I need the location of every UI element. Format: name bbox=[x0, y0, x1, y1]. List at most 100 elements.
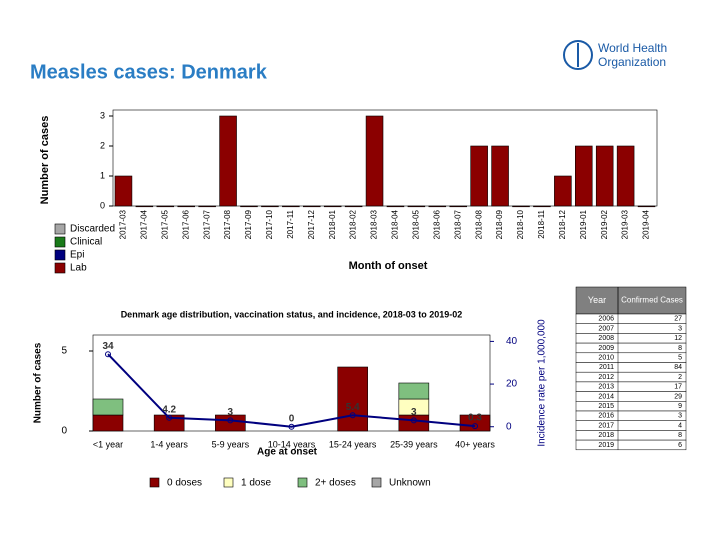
bar bbox=[554, 175, 572, 207]
logo-text: World Health bbox=[598, 41, 667, 55]
y2-tick-label: 40 bbox=[506, 336, 518, 347]
bar bbox=[261, 205, 279, 208]
bar bbox=[156, 205, 175, 208]
legend-label: 1 dose bbox=[241, 478, 271, 489]
incidence-point bbox=[349, 412, 356, 419]
table-cell: 2014 bbox=[598, 393, 614, 400]
table-cell: 4 bbox=[678, 422, 682, 429]
x-tick-label: 10-14 years bbox=[268, 439, 316, 449]
bar bbox=[365, 115, 384, 207]
bar bbox=[240, 205, 258, 208]
bar bbox=[323, 205, 342, 208]
x-tick-label: 2017-07 bbox=[202, 209, 211, 239]
data-label: 5.4 bbox=[346, 402, 360, 413]
table-row bbox=[575, 333, 687, 344]
y-tick-label: 5 bbox=[61, 346, 67, 357]
table-row bbox=[575, 342, 687, 354]
table-cell: 29 bbox=[674, 393, 682, 400]
bar bbox=[491, 145, 509, 207]
x-tick-label: <1 year bbox=[93, 439, 123, 449]
table-row bbox=[575, 323, 687, 334]
x-tick-label: 2019-03 bbox=[621, 209, 630, 239]
x-tick-label: 2019-04 bbox=[642, 209, 651, 239]
table-row bbox=[575, 391, 687, 402]
table-cell: 8 bbox=[678, 345, 682, 352]
y2-tick-label: 20 bbox=[506, 379, 518, 390]
y-tick-label: 0 bbox=[100, 200, 105, 210]
x-tick-label: 2017-08 bbox=[223, 209, 232, 239]
bar bbox=[407, 205, 426, 208]
bar bbox=[282, 205, 300, 208]
x-tick-label: 2018-08 bbox=[474, 209, 483, 239]
x-tick-label: 2017-09 bbox=[244, 209, 253, 239]
data-label: 3 bbox=[411, 407, 417, 418]
y-tick-label: 2 bbox=[100, 140, 105, 150]
legend-label: Epi bbox=[70, 250, 84, 261]
data-label: 0 bbox=[289, 413, 295, 424]
legend-label: Lab bbox=[70, 263, 87, 274]
bar bbox=[135, 205, 154, 208]
table-row bbox=[575, 362, 687, 373]
legend-swatch bbox=[297, 477, 308, 488]
legend-swatch bbox=[54, 236, 66, 248]
x-tick-label: 2018-06 bbox=[432, 209, 441, 239]
x-tick-label: 2017-05 bbox=[160, 209, 169, 239]
legend-swatch bbox=[149, 477, 160, 488]
x-tick-label: 2018-07 bbox=[453, 209, 462, 239]
data-label: 0.3 bbox=[468, 413, 482, 424]
y-axis-label: Number of cases bbox=[39, 116, 51, 205]
legend-swatch bbox=[223, 477, 234, 488]
x-tick-label: 1-4 years bbox=[150, 439, 188, 449]
x-tick-label: 2017-06 bbox=[181, 209, 190, 239]
data-label: 34 bbox=[102, 341, 114, 352]
bar bbox=[575, 145, 593, 207]
table-cell: 9 bbox=[678, 403, 682, 410]
data-label: 3 bbox=[228, 407, 234, 418]
bar bbox=[344, 205, 363, 208]
legend-label: 0 doses bbox=[167, 478, 202, 489]
bar-segment bbox=[92, 398, 124, 416]
legend-label: Unknown bbox=[389, 478, 431, 489]
legend-swatch bbox=[371, 477, 382, 488]
table-cell: 8 bbox=[678, 432, 682, 439]
x-tick-label: 2019-02 bbox=[600, 209, 609, 239]
y2-axis-label: Incidence rate per 1,000,000 bbox=[537, 319, 548, 447]
table-row bbox=[575, 381, 687, 392]
x-tick-label: 2018-09 bbox=[495, 209, 504, 239]
incidence-point bbox=[105, 351, 111, 358]
slide-title: Measles cases: Denmark bbox=[30, 61, 268, 83]
table-cell: 12 bbox=[674, 335, 682, 342]
x-tick-label: 2018-10 bbox=[516, 209, 525, 239]
table-row bbox=[575, 410, 687, 421]
x-tick-label: 2018-05 bbox=[411, 209, 420, 239]
table-row bbox=[575, 430, 687, 441]
x-axis-label: Month of onset bbox=[349, 260, 428, 272]
legend-label: 2+ doses bbox=[315, 478, 356, 489]
bar bbox=[114, 175, 133, 207]
bar bbox=[386, 205, 405, 208]
table-row bbox=[575, 401, 687, 412]
table-cell: 2008 bbox=[598, 335, 614, 342]
x-tick-label: 2017-10 bbox=[265, 209, 274, 239]
incidence-line bbox=[107, 353, 476, 428]
bar bbox=[533, 205, 551, 208]
table-cell: 17 bbox=[674, 384, 682, 391]
bar bbox=[449, 205, 467, 208]
table-cell: 3 bbox=[678, 325, 682, 332]
table-row bbox=[575, 371, 687, 383]
y-tick-label: 0 bbox=[61, 426, 67, 437]
bar bbox=[177, 205, 195, 208]
bar-segment bbox=[337, 366, 368, 432]
x-tick-label: 2018-04 bbox=[391, 209, 400, 239]
x-tick-label: 2018-12 bbox=[558, 209, 567, 239]
x-tick-label: 2018-03 bbox=[370, 209, 379, 239]
table-cell: 2010 bbox=[598, 354, 614, 361]
table-cell: 2011 bbox=[599, 364, 614, 371]
bar bbox=[616, 145, 635, 207]
table-cell: 2019 bbox=[598, 442, 614, 449]
table-cell: 84 bbox=[674, 364, 682, 371]
bar bbox=[512, 205, 530, 208]
incidence-point bbox=[227, 417, 234, 424]
data-label: 4.2 bbox=[162, 404, 176, 415]
